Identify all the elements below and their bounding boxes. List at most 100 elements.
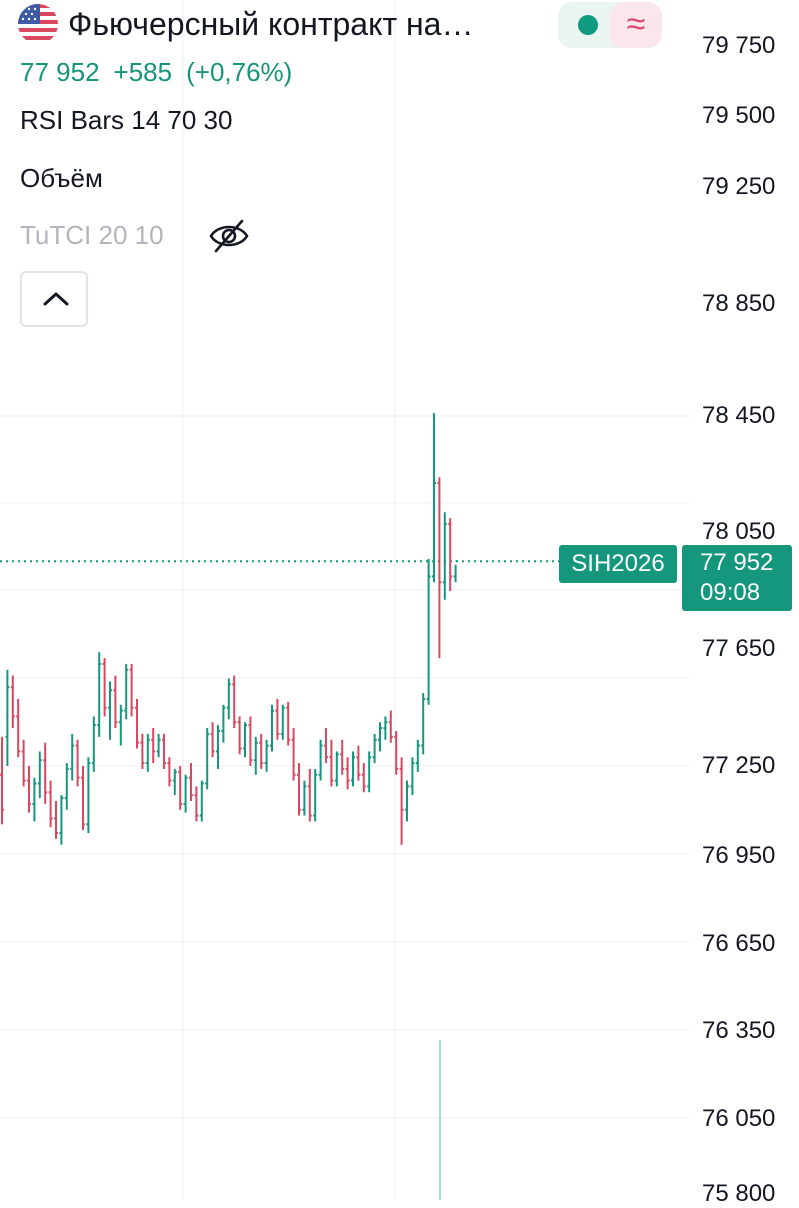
price-bar [194, 786, 199, 822]
price-bar [243, 722, 247, 758]
last-price: 77 952 [20, 57, 100, 87]
price-bar [210, 722, 215, 758]
price-bar [102, 658, 107, 717]
price-bar [81, 766, 85, 831]
price-bar [59, 795, 64, 845]
market-status-badge[interactable]: ≈ [558, 2, 662, 48]
price-bar [37, 751, 42, 799]
price-bar [91, 716, 96, 772]
price-bar [70, 733, 75, 781]
price-axis-label: 78 050 [702, 518, 776, 545]
price-bar [264, 739, 269, 772]
price-bar [5, 669, 10, 766]
indicator-rsi-bars[interactable]: RSI Bars 14 70 30 [20, 105, 233, 135]
price-bar [216, 725, 220, 769]
price-bar [253, 736, 258, 775]
us-flag-icon [18, 4, 58, 44]
price-bar [351, 751, 355, 787]
price-bar [124, 663, 129, 720]
price-summary: 77 952 +585 (+0,76%) [20, 56, 306, 88]
price-bar [0, 736, 4, 825]
price-bar [286, 701, 291, 746]
price-change: +585 [113, 57, 173, 87]
price-axis-label: 79 750 [702, 32, 776, 59]
price-bar [388, 710, 393, 743]
price-bar [43, 742, 48, 804]
price-bar [97, 652, 102, 737]
price-bar [453, 560, 458, 583]
price-bar [280, 704, 285, 740]
price-bar [135, 698, 139, 749]
price-axis-label: 78 450 [702, 402, 776, 429]
indicator-tutci[interactable]: TuTCI 20 10 [20, 220, 164, 250]
price-bar [361, 763, 366, 793]
price-axis-label: 77 650 [702, 635, 776, 662]
price-bar [318, 739, 323, 781]
price-bar [324, 728, 328, 764]
price-bar [162, 733, 166, 769]
price-axis-label: 79 500 [702, 102, 776, 129]
price-bar [410, 757, 415, 796]
price-axis-label: 79 250 [702, 173, 776, 200]
price-bar [27, 766, 31, 813]
bar-countdown: 09:08 [700, 579, 761, 606]
collapse-indicators-button[interactable] [20, 271, 88, 327]
price-bar [145, 733, 150, 772]
price-bar [226, 678, 231, 720]
price-bar [437, 477, 442, 659]
price-bar [86, 757, 91, 834]
price-bar [189, 763, 193, 801]
price-change-pct: (+0,76%) [186, 57, 293, 87]
price-bar [329, 739, 334, 787]
instrument-title[interactable]: Фьючерсный контракт на… [68, 6, 474, 42]
price-bar [442, 512, 447, 600]
price-axis-label: 75 800 [702, 1180, 776, 1207]
price-bar [237, 716, 242, 755]
symbol-tag: SIH2026 [559, 545, 677, 583]
price-bar [448, 518, 453, 591]
price-bar [399, 757, 404, 845]
price-axis-label: 76 350 [702, 1017, 776, 1044]
price-bar [367, 751, 372, 793]
price-bar [291, 728, 296, 781]
last-price-tag-value: 77 952 [700, 549, 774, 576]
price-bar [383, 716, 388, 740]
price-bar [432, 413, 436, 583]
price-bar [297, 763, 301, 816]
price-bar [16, 698, 21, 758]
price-bar [75, 739, 80, 787]
price-bar [172, 768, 177, 796]
price-bar [129, 663, 134, 717]
price-bar [415, 739, 420, 772]
price-bar [426, 558, 431, 705]
price-axis-label: 78 850 [702, 290, 776, 317]
chart-header: Фьючерсный контракт на… ≈ 77 952 +585 (+0,… [0, 0, 799, 340]
price-bar [48, 780, 53, 828]
price-bar [307, 768, 312, 822]
price-bar [340, 739, 345, 775]
price-bar [302, 780, 307, 816]
price-bar [334, 751, 339, 787]
price-bar [205, 728, 210, 790]
delayed-data-indicator[interactable]: ≈ [610, 2, 662, 48]
eye-off-icon[interactable] [208, 217, 250, 255]
price-bar [394, 731, 399, 775]
price-bar [64, 763, 69, 810]
price-bar [248, 716, 253, 766]
price-bar [32, 777, 37, 822]
price-bar [199, 780, 204, 822]
price-bar [270, 704, 274, 752]
last-price-tag: 77 952 09:08 [682, 545, 792, 611]
price-bar [421, 693, 426, 755]
price-bar [108, 681, 112, 740]
price-bar [372, 733, 377, 764]
price-bar [54, 801, 58, 839]
price-bar [10, 675, 15, 729]
indicator-volume[interactable]: Объём [20, 163, 103, 193]
price-bar [118, 704, 123, 746]
market-open-dot-icon [578, 15, 598, 35]
price-bar [140, 733, 145, 769]
price-bar [156, 733, 161, 758]
